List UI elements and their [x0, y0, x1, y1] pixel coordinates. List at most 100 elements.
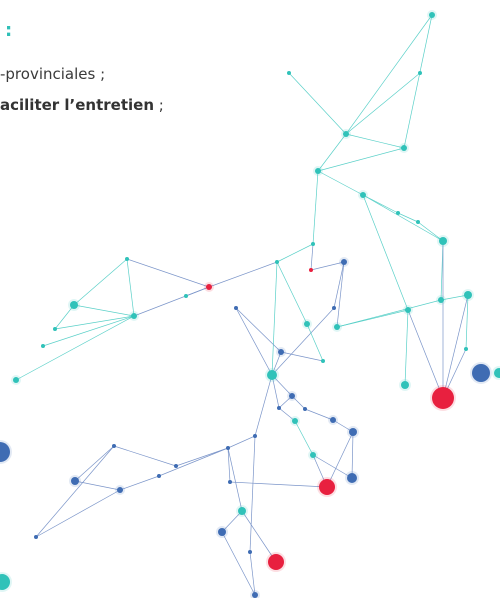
network-node	[343, 131, 349, 137]
network-edge	[307, 324, 323, 361]
network-edge	[318, 148, 404, 171]
network-node	[287, 71, 291, 75]
network-node	[267, 370, 277, 380]
network-node	[71, 477, 79, 485]
network-node	[464, 291, 472, 299]
network-edge	[75, 446, 114, 481]
network-node	[131, 313, 137, 319]
network-node	[396, 211, 400, 215]
network-node	[347, 473, 357, 483]
network-node	[438, 297, 444, 303]
network-node	[405, 307, 411, 313]
network-edge	[74, 259, 127, 305]
network-node	[439, 237, 447, 245]
network-edge	[272, 262, 277, 375]
network-edge	[230, 482, 327, 487]
network-node	[315, 168, 321, 174]
network-node	[268, 554, 284, 570]
list-line: -provinciales ;	[0, 65, 105, 83]
network-node	[234, 306, 238, 310]
network-node	[174, 464, 178, 468]
network-node	[278, 349, 284, 355]
network-decoration	[0, 0, 500, 598]
network-edge	[289, 73, 346, 134]
network-node	[416, 220, 420, 224]
network-node	[292, 418, 298, 424]
network-node	[252, 592, 258, 598]
network-node	[275, 260, 279, 264]
network-edge	[127, 259, 209, 287]
network-node	[311, 242, 315, 246]
network-node	[418, 71, 422, 75]
network-node	[277, 406, 281, 410]
list-line: aciliter l’entretien ;	[0, 96, 164, 114]
network-node	[319, 479, 335, 495]
network-node	[432, 387, 454, 409]
network-node	[228, 480, 232, 484]
network-node	[429, 12, 435, 18]
network-node	[332, 306, 336, 310]
network-node	[117, 487, 123, 493]
network-edge	[159, 448, 228, 476]
heading-suffix: :	[5, 20, 12, 41]
network-edge	[209, 262, 277, 287]
network-edge	[36, 490, 120, 537]
network-edge	[250, 552, 255, 595]
network-edge	[114, 446, 176, 466]
network-node	[53, 327, 57, 331]
network-edge	[277, 244, 313, 262]
network-edge	[222, 532, 255, 595]
network-edge	[74, 305, 134, 316]
network-node	[309, 268, 313, 272]
network-node	[125, 257, 129, 261]
network-edge	[311, 244, 313, 270]
network-node	[112, 444, 116, 448]
network-edge	[334, 262, 344, 308]
network-edge	[120, 476, 159, 490]
network-edge	[408, 310, 443, 398]
network-node	[41, 344, 45, 348]
network-edge	[281, 352, 323, 361]
network-node	[464, 347, 468, 351]
network-node	[330, 417, 336, 423]
network-node	[349, 428, 357, 436]
network-edge	[228, 436, 255, 448]
network-node	[304, 321, 310, 327]
network-edge	[176, 448, 228, 466]
network-node	[226, 446, 230, 450]
network-edge	[295, 421, 313, 455]
network-edge	[405, 310, 408, 385]
network-edge	[363, 195, 408, 310]
network-node	[184, 294, 188, 298]
network-node	[360, 192, 366, 198]
network-node	[248, 550, 252, 554]
network-node	[218, 528, 226, 536]
line-end: ;	[159, 96, 164, 114]
network-node	[321, 359, 325, 363]
network-edge	[250, 436, 255, 552]
network-edge	[318, 134, 346, 171]
network-node	[34, 535, 38, 539]
page: : -provinciales ; aciliter l’entretien ;…	[0, 0, 500, 598]
network-node	[253, 434, 257, 438]
network-node	[401, 145, 407, 151]
network-node	[472, 364, 490, 382]
network-node	[70, 301, 78, 309]
network-edge	[43, 316, 134, 346]
network-node	[13, 377, 19, 383]
network-edge	[75, 481, 120, 490]
network-node	[401, 381, 409, 389]
network-edge	[346, 134, 404, 148]
network-edge	[363, 195, 443, 241]
bold-text: aciliter l’entretien	[0, 96, 154, 114]
network-edge	[337, 262, 344, 327]
network-node	[310, 452, 316, 458]
network-edge	[311, 262, 344, 270]
network-edge	[272, 308, 334, 375]
network-node	[289, 393, 295, 399]
network-node	[238, 507, 246, 515]
network-node	[303, 407, 307, 411]
network-edge	[443, 295, 468, 398]
network-edge	[277, 262, 307, 324]
network-edge	[318, 171, 363, 195]
